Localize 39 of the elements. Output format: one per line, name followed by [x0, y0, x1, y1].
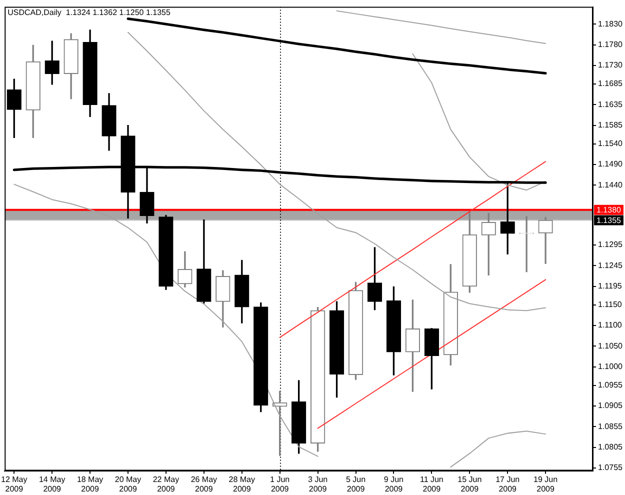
y-tick-label: 1.1150 [598, 300, 622, 310]
y-tick-label: 1.1000 [598, 362, 624, 371]
y-tick-label: 1.0955 [598, 380, 624, 390]
y-tick-label: 1.1780 [598, 40, 624, 49]
y-tick-label: 1.1730 [598, 60, 624, 70]
y-tick-label: 1.1635 [598, 100, 624, 109]
x-tick-label: 28 May 2009 [228, 474, 255, 494]
ref-line-label: 1.1380 [596, 206, 622, 215]
x-tick-label: 14 May 2009 [38, 474, 66, 494]
y-tick-label: 1.1830 [598, 19, 624, 28]
x-tick-label: 22 May 2009 [152, 474, 180, 494]
ref-line-label: 1.1355 [596, 216, 622, 225]
y-tick-label: 1.1100 [598, 320, 622, 330]
y-tick-label: 1.0755 [598, 463, 624, 472]
x-tick-label: 26 May 2009 [190, 474, 218, 494]
y-tick-label: 1.1585 [598, 120, 624, 130]
x-tick-label: 18 May 2009 [76, 474, 104, 494]
x-tick-label: 11 Jun 2009 [420, 474, 444, 494]
x-tick-label: 9 Jun 2009 [384, 474, 404, 494]
y-tick-label: 1.1540 [598, 139, 624, 148]
y-tick-label: 1.1295 [598, 240, 624, 250]
x-tick-label: 19 Jun 2009 [534, 474, 558, 494]
x-tick-label: 12 May 2009 [1, 474, 28, 494]
y-tick-label: 1.1440 [598, 180, 624, 190]
y-tick-label: 1.1685 [598, 79, 624, 88]
x-tick-label: 15 Jun 2009 [458, 474, 482, 494]
x-tick-label: 3 Jun 2009 [308, 474, 328, 494]
x-tick-label: 5 Jun 2009 [346, 474, 366, 494]
y-tick-label: 1.0805 [598, 442, 624, 452]
y-tick-label: 1.1490 [598, 160, 624, 169]
y-tick-label: 1.1050 [598, 341, 624, 350]
x-tick-label: 20 May 2009 [114, 474, 142, 494]
x-tick-label: 17 Jun 2009 [496, 474, 520, 494]
chart-title: USDCAD,Daily 1.1324 1.1362 1.1250 1.1355 [8, 8, 171, 18]
y-tick-label: 1.1245 [598, 260, 624, 270]
x-tick-label: 1 Jun 2009 [270, 474, 290, 494]
y-tick-label: 1.0905 [598, 401, 624, 410]
y-tick-label: 1.1195 [598, 281, 622, 290]
y-tick-label: 1.0855 [598, 422, 624, 431]
